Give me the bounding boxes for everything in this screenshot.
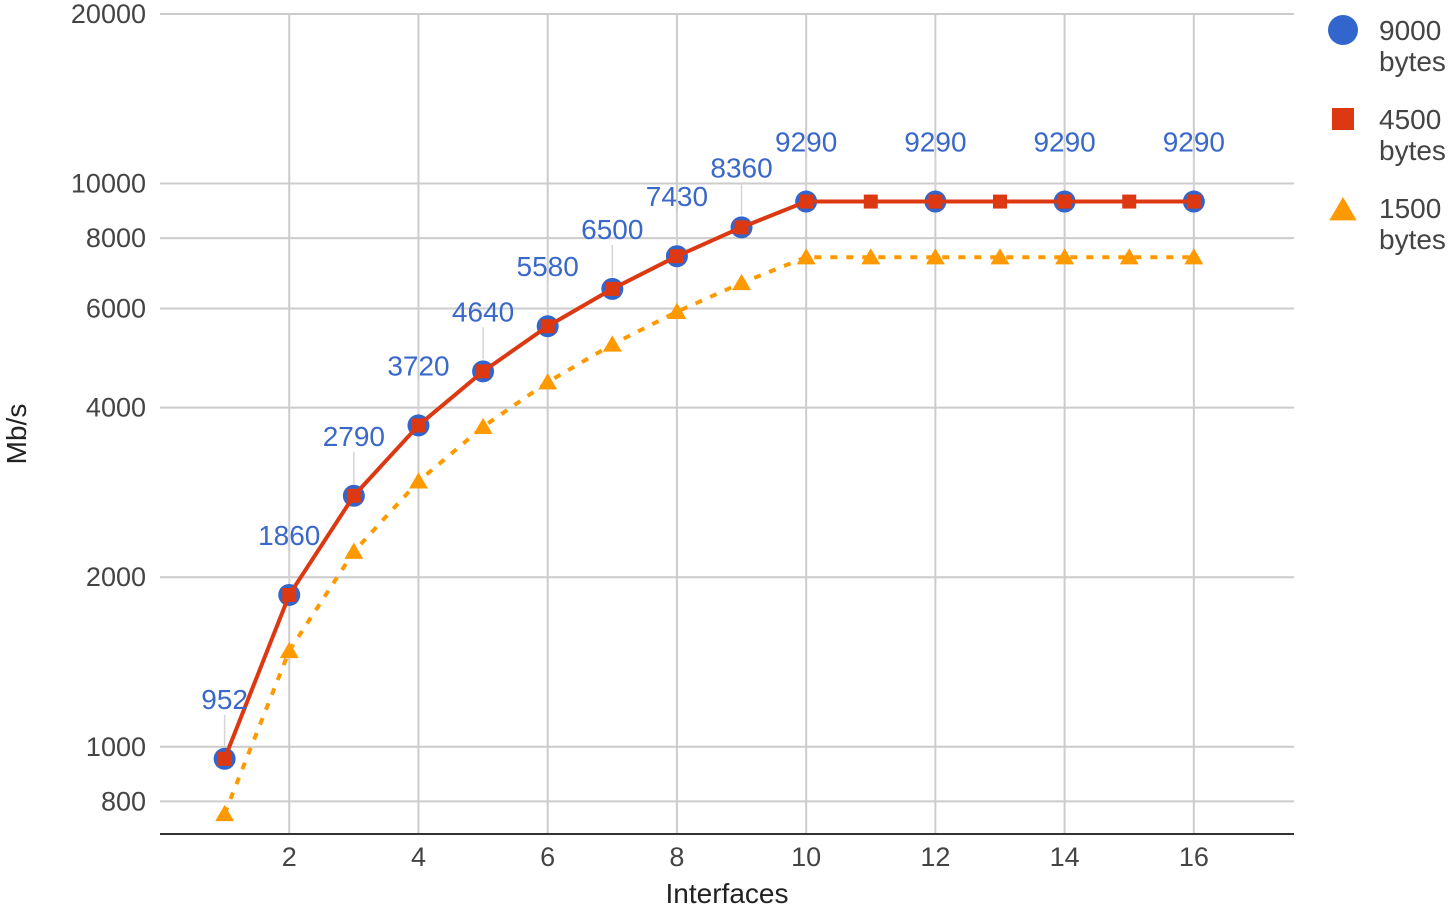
data-label: 9290 (1163, 127, 1225, 158)
triangle-marker (1055, 248, 1075, 265)
triangle-marker (667, 302, 687, 319)
data-label: 952 (201, 684, 248, 715)
y-tick-label: 1000 (86, 732, 146, 762)
data-label: 9290 (1033, 127, 1095, 158)
legend-square-icon (1332, 108, 1354, 130)
x-tick-label: 10 (791, 842, 821, 872)
triangle-marker (602, 335, 622, 352)
square-marker (476, 364, 491, 379)
x-tick-label: 6 (540, 842, 555, 872)
square-marker (1057, 194, 1072, 209)
data-label: 7430 (646, 181, 708, 212)
square-marker (540, 319, 555, 334)
series-layer (213, 190, 1205, 822)
x-tick-label: 4 (411, 842, 426, 872)
y-axis-title: Mb/s (1, 404, 32, 465)
square-marker (1122, 194, 1137, 209)
data-label: 1860 (258, 520, 320, 551)
legend-triangle-icon (1329, 197, 1357, 221)
square-marker (734, 220, 749, 235)
series-line-4500-bytes (222, 199, 1194, 760)
square-marker (411, 418, 426, 433)
data-label: 5580 (517, 251, 579, 282)
legend-label: 4500 bytes (1379, 104, 1446, 166)
legend: 9000 bytes 4500 bytes 1500 bytes (1328, 15, 1446, 255)
legend-label: 1500 bytes (1379, 193, 1446, 255)
triangle-marker (861, 248, 881, 265)
data-label: 9290 (775, 127, 837, 158)
square-marker (669, 249, 684, 264)
x-tick-label: 16 (1179, 842, 1209, 872)
square-marker (863, 194, 878, 209)
square-marker (993, 194, 1007, 209)
triangle-marker (473, 417, 493, 434)
triangle-marker (796, 248, 816, 265)
x-axis-title: Interfaces (666, 878, 789, 907)
data-label: 8360 (710, 152, 772, 183)
y-tick-label: 8000 (86, 223, 146, 253)
x-tick-label: 8 (669, 842, 684, 872)
square-marker (799, 194, 814, 209)
y-tick-label: 2000 (86, 562, 146, 592)
square-marker (928, 194, 943, 209)
legend-label: 9000 bytes (1379, 15, 1446, 77)
triangle-marker (990, 248, 1010, 265)
data-label: 6500 (581, 214, 643, 245)
series-line-1500-bytes (222, 255, 1194, 815)
data-label: 3720 (387, 350, 449, 381)
triangle-marker (925, 248, 945, 265)
triangle-marker (215, 804, 235, 822)
x-tick-label: 12 (920, 842, 950, 872)
square-marker (282, 587, 297, 602)
legend-circle-icon (1328, 15, 1358, 45)
y-tick-label: 10000 (71, 169, 146, 199)
grid-layer (160, 13, 1294, 835)
y-tick-label: 6000 (86, 293, 146, 323)
triangle-marker (1119, 248, 1139, 265)
data-label: 2790 (323, 421, 385, 452)
data-label: 4640 (452, 296, 514, 327)
triangle-marker (732, 273, 751, 291)
y-tick-label: 20000 (71, 0, 146, 29)
square-marker (346, 488, 361, 503)
y-tick-label: 800 (101, 786, 146, 816)
triangle-marker (1184, 248, 1204, 265)
x-axis-ticks: 2 4 6 8 10 12 14 16 (282, 842, 1209, 872)
square-marker (1186, 194, 1201, 209)
triangle-marker (344, 542, 364, 559)
triangle-marker (279, 641, 299, 659)
triangle-marker (538, 373, 558, 390)
x-tick-label: 14 (1050, 842, 1080, 872)
data-label: 9290 (904, 127, 966, 158)
y-tick-label: 4000 (86, 393, 146, 423)
square-marker (605, 281, 620, 296)
y-axis-ticks: 800 1000 2000 4000 6000 8000 10000 20000 (71, 0, 146, 816)
x-tick-label: 2 (282, 842, 297, 872)
triangle-marker (409, 472, 428, 489)
square-marker (217, 751, 232, 766)
